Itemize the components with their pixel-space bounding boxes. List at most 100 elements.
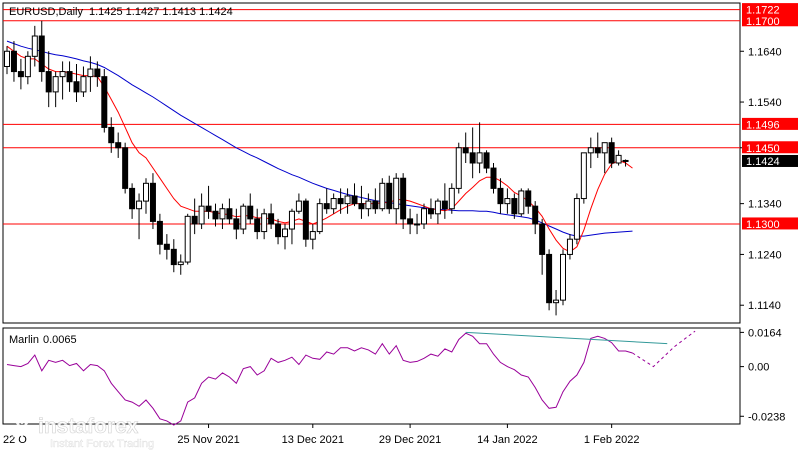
candle-body [448, 187, 455, 210]
candle-63[interactable] [441, 183, 448, 219]
candle-61[interactable] [427, 198, 434, 219]
candle-body [441, 200, 448, 210]
candle-49[interactable] [344, 188, 351, 214]
candle-body [45, 71, 52, 93]
candle-66[interactable] [462, 132, 469, 163]
candle-15[interactable] [108, 117, 115, 153]
candle-8[interactable] [59, 61, 66, 100]
candle-19[interactable] [136, 193, 143, 240]
candle-77[interactable] [539, 218, 546, 275]
candle-10[interactable] [73, 63, 80, 103]
candle-47[interactable] [330, 193, 337, 214]
candle-78[interactable] [546, 249, 553, 311]
candle-80[interactable] [560, 249, 566, 306]
candle-42[interactable] [295, 193, 302, 214]
candle-46[interactable] [323, 188, 330, 214]
candle-72[interactable] [504, 188, 511, 214]
candle-59[interactable] [414, 213, 421, 235]
candle-65[interactable] [455, 142, 462, 194]
candle-2[interactable] [17, 58, 24, 90]
candle-67[interactable] [469, 127, 476, 179]
candle-28[interactable] [198, 193, 205, 230]
candle-48[interactable] [337, 188, 344, 214]
candle-35[interactable] [247, 193, 254, 224]
candle-body [407, 218, 414, 225]
candle-54[interactable] [379, 178, 386, 212]
candle-62[interactable] [434, 198, 441, 224]
candle-body [240, 205, 247, 230]
candle-76[interactable] [532, 201, 539, 235]
candle-73[interactable] [511, 193, 518, 219]
main-panel-frame[interactable] [2, 2, 741, 324]
candle-70[interactable] [490, 163, 497, 194]
candle-60[interactable] [421, 203, 427, 230]
candle-29[interactable] [205, 185, 212, 219]
candle-3[interactable] [24, 51, 31, 85]
candle-22[interactable] [156, 213, 163, 255]
candle-24[interactable] [170, 239, 177, 273]
candle-18[interactable] [129, 183, 136, 219]
candle-83[interactable] [580, 152, 587, 204]
candle-1[interactable] [10, 41, 17, 82]
candle-53[interactable] [372, 188, 379, 214]
candle-82[interactable] [573, 193, 580, 245]
candle-31[interactable] [219, 203, 226, 230]
candle-33[interactable] [233, 208, 240, 240]
oscillator-panel-frame[interactable] [2, 327, 741, 425]
candle-23[interactable] [163, 234, 170, 260]
candle-13[interactable] [94, 61, 101, 87]
candle-body [247, 205, 254, 220]
candle-body [295, 200, 302, 212]
candle-40[interactable] [282, 223, 288, 250]
candle-body [573, 198, 580, 240]
candle-41[interactable] [288, 208, 295, 245]
candle-25[interactable] [177, 254, 184, 275]
candle-34[interactable] [240, 203, 247, 235]
candle-86[interactable] [601, 142, 608, 174]
candle-64[interactable] [448, 183, 455, 214]
candle-9[interactable] [66, 61, 73, 92]
candle-37[interactable] [261, 208, 268, 240]
candle-89[interactable] [622, 159, 629, 167]
candle-58[interactable] [407, 208, 414, 235]
candle-88[interactable] [615, 150, 622, 166]
candle-56[interactable] [393, 173, 400, 224]
candle-14[interactable] [101, 69, 108, 133]
candle-74[interactable] [518, 188, 525, 217]
candle-52[interactable] [365, 193, 372, 217]
candle-79[interactable] [553, 289, 560, 316]
candle-17[interactable] [122, 142, 129, 194]
candle-30[interactable] [212, 203, 219, 227]
candle-0[interactable] [4, 46, 10, 75]
candle-6[interactable] [45, 51, 52, 108]
candle-36[interactable] [254, 208, 261, 240]
candle-39[interactable] [275, 218, 282, 245]
candle-45[interactable] [316, 198, 323, 235]
candle-87[interactable] [608, 137, 615, 169]
candle-51[interactable] [358, 185, 365, 219]
candle-81[interactable] [566, 234, 573, 260]
candle-5[interactable] [38, 20, 45, 82]
candle-84[interactable] [587, 137, 594, 169]
candle-75[interactable] [525, 188, 532, 214]
candle-38[interactable] [268, 203, 275, 230]
candle-20[interactable] [143, 178, 149, 214]
candle-4[interactable] [31, 25, 38, 67]
candle-85[interactable] [594, 132, 601, 158]
candle-55[interactable] [386, 175, 393, 214]
candle-12[interactable] [87, 56, 94, 92]
candle-7[interactable] [52, 71, 59, 108]
candle-27[interactable] [191, 198, 198, 235]
candle-44[interactable] [309, 223, 316, 250]
candle-71[interactable] [497, 178, 504, 214]
candle-32[interactable] [226, 198, 233, 224]
candle-26[interactable] [184, 213, 191, 265]
candle-69[interactable] [483, 150, 490, 174]
candle-21[interactable] [149, 173, 156, 230]
candle-57[interactable] [400, 173, 407, 230]
candle-43[interactable] [302, 198, 309, 247]
candle-68[interactable] [476, 122, 483, 174]
candle-16[interactable] [115, 132, 122, 158]
candle-50[interactable] [351, 183, 358, 207]
candle-11[interactable] [80, 66, 87, 97]
